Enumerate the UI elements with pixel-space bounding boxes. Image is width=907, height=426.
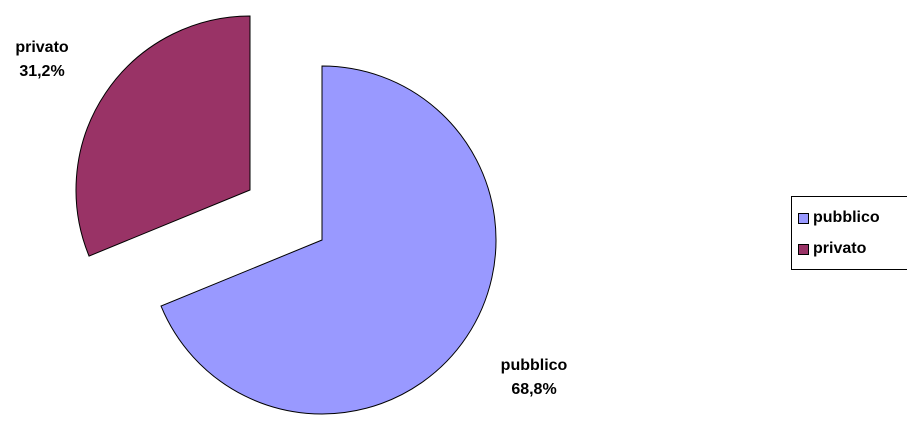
pie-slice-privato <box>75 15 251 257</box>
data-label-value-privato: 31,2% <box>19 63 64 80</box>
legend-item-pubblico: pubblico <box>798 209 880 227</box>
pie-slice-pubblico <box>160 65 497 415</box>
data-label-value-pubblico: 68,8% <box>511 381 556 398</box>
data-label-category-privato: privato <box>15 39 69 56</box>
legend-swatch-pubblico <box>798 212 809 224</box>
legend-label-privato: privato <box>813 240 867 257</box>
data-label-category-pubblico: pubblico <box>501 357 568 374</box>
chart-legend: pubblico privato <box>791 196 907 270</box>
legend-swatch-privato <box>798 243 809 255</box>
legend-item-privato: privato <box>798 240 866 258</box>
legend-label-pubblico: pubblico <box>813 209 880 226</box>
